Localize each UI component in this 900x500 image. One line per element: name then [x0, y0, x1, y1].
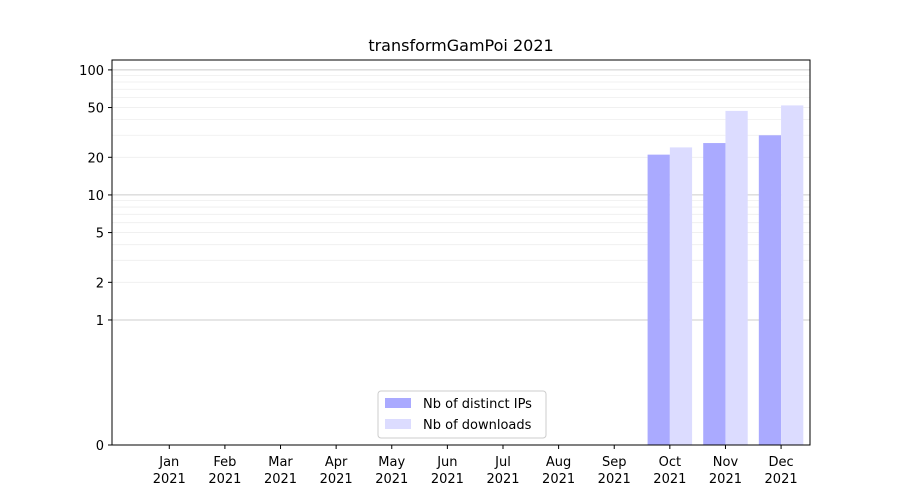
bar-distinct-ips	[647, 154, 670, 446]
x-tick-month: Feb	[213, 455, 236, 470]
x-tick-month: Jun	[436, 455, 457, 470]
x-tick-year: 2021	[431, 472, 464, 487]
x-tick-month: Dec	[769, 455, 794, 470]
x-tick-year: 2021	[486, 472, 519, 487]
x-tick-month: Apr	[325, 455, 348, 470]
x-tick-year: 2021	[653, 472, 686, 487]
x-tick-year: 2021	[765, 472, 798, 487]
x-tick-year: 2021	[542, 472, 575, 487]
x-tick-year: 2021	[153, 472, 186, 487]
x-tick-month: Aug	[546, 455, 571, 470]
chart-title: transformGamPoi 2021	[368, 36, 553, 55]
grid-lines	[112, 69, 810, 321]
y-tick-label: 0	[96, 439, 104, 454]
x-tick-year: 2021	[709, 472, 742, 487]
y-tick-label: 20	[87, 151, 104, 166]
x-tick-month: Sep	[602, 455, 627, 470]
bar-distinct-ips	[758, 135, 782, 445]
x-tick-month: Jan	[158, 455, 179, 470]
bar-downloads	[781, 105, 804, 446]
bar-downloads	[725, 110, 748, 445]
bar-distinct-ips	[703, 143, 726, 445]
legend-label-downloads: Nb of downloads	[423, 418, 532, 433]
x-tick-year: 2021	[598, 472, 631, 487]
y-tick-label: 1	[96, 314, 104, 329]
legend: Nb of distinct IPs Nb of downloads	[377, 390, 547, 439]
y-tick-label: 50	[87, 102, 104, 117]
x-tick-year: 2021	[208, 472, 241, 487]
x-tick-year: 2021	[375, 472, 408, 487]
x-tick-month: Oct	[659, 455, 681, 470]
x-tick-month: May	[378, 455, 405, 470]
x-tick-month: Mar	[268, 455, 293, 470]
legend-box	[377, 390, 547, 439]
x-tick-month: Jul	[494, 455, 511, 470]
x-tick-year: 2021	[264, 472, 297, 487]
y-tick-label: 5	[96, 227, 104, 242]
legend-swatch-ips	[385, 398, 411, 408]
y-tick-label: 2	[96, 276, 104, 291]
x-tick-month: Nov	[713, 455, 739, 470]
y-tick-label: 10	[87, 189, 104, 204]
plot-frame	[111, 59, 811, 446]
bars	[647, 105, 804, 446]
x-axis-ticks: Jan 2021 Feb 2021 Mar 2021 Apr 2021 May 2021 Jun 20…	[153, 445, 798, 487]
y-tick-label: 100	[79, 64, 104, 79]
legend-label-ips: Nb of distinct IPs	[423, 397, 532, 412]
x-tick-year: 2021	[320, 472, 353, 487]
y-axis-ticks: 0 1 2 5 10 20 50 100	[79, 64, 112, 454]
bar-downloads	[669, 147, 693, 446]
legend-swatch-downloads	[385, 419, 411, 429]
